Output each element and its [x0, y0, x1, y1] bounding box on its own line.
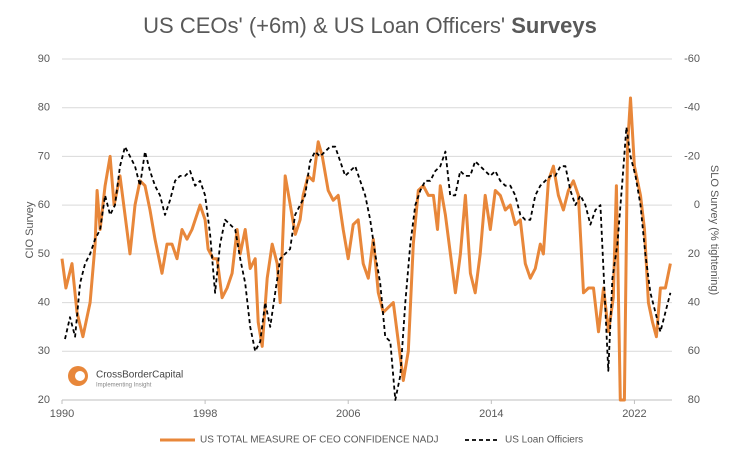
line-series: [60, 96, 672, 402]
y2-tick-label: 60: [688, 345, 700, 357]
title-emphasis: Surveys: [511, 13, 597, 38]
y2-tick-label: -40: [684, 102, 700, 114]
y2-tick-label: -60: [684, 53, 700, 65]
y2-axis-label: SLO Survey (% tightening): [708, 165, 720, 295]
y2-tick-label: 0: [694, 199, 700, 211]
title-main: US CEOs' (+6m) & US Loan Officers': [143, 13, 505, 38]
y-tick-label: 50: [38, 248, 50, 260]
y-tick-label: 20: [38, 394, 50, 406]
y2-tick-label: -20: [684, 150, 700, 162]
x-tick-label: 1990: [50, 408, 74, 420]
logo: CrossBorderCapital Implementing Insight: [68, 366, 183, 389]
y2-tick-label: 20: [688, 248, 700, 260]
logo-icon-inner: [75, 371, 85, 381]
logo-tagline: Implementing Insight: [96, 383, 152, 389]
y2-tick-label: 80: [688, 394, 700, 406]
x-tick-label: 1998: [193, 408, 217, 420]
y-tick-label: 90: [38, 53, 50, 65]
y-tick-label: 80: [38, 102, 50, 114]
y2-tick-label: 40: [688, 296, 700, 308]
legend-label: US TOTAL MEASURE OF CEO CONFIDENCE NADJ: [200, 435, 439, 446]
x-tick-label: 2022: [622, 408, 646, 420]
x-tick-label: 2006: [336, 408, 360, 420]
y-tick-label: 70: [38, 150, 50, 162]
y-axis-label: CIO Survey: [24, 201, 36, 258]
logo-name: CrossBorderCapital: [96, 370, 183, 381]
line-series: [64, 126, 672, 401]
chart-title: US CEOs' (+6m) & US Loan Officers' Surve…: [143, 13, 597, 38]
x-tick-label: 2014: [479, 408, 503, 420]
y-tick-label: 60: [38, 199, 50, 211]
y-tick-label: 40: [38, 296, 50, 308]
y-tick-label: 30: [38, 345, 50, 357]
legend-label: US Loan Officiers: [505, 435, 583, 446]
